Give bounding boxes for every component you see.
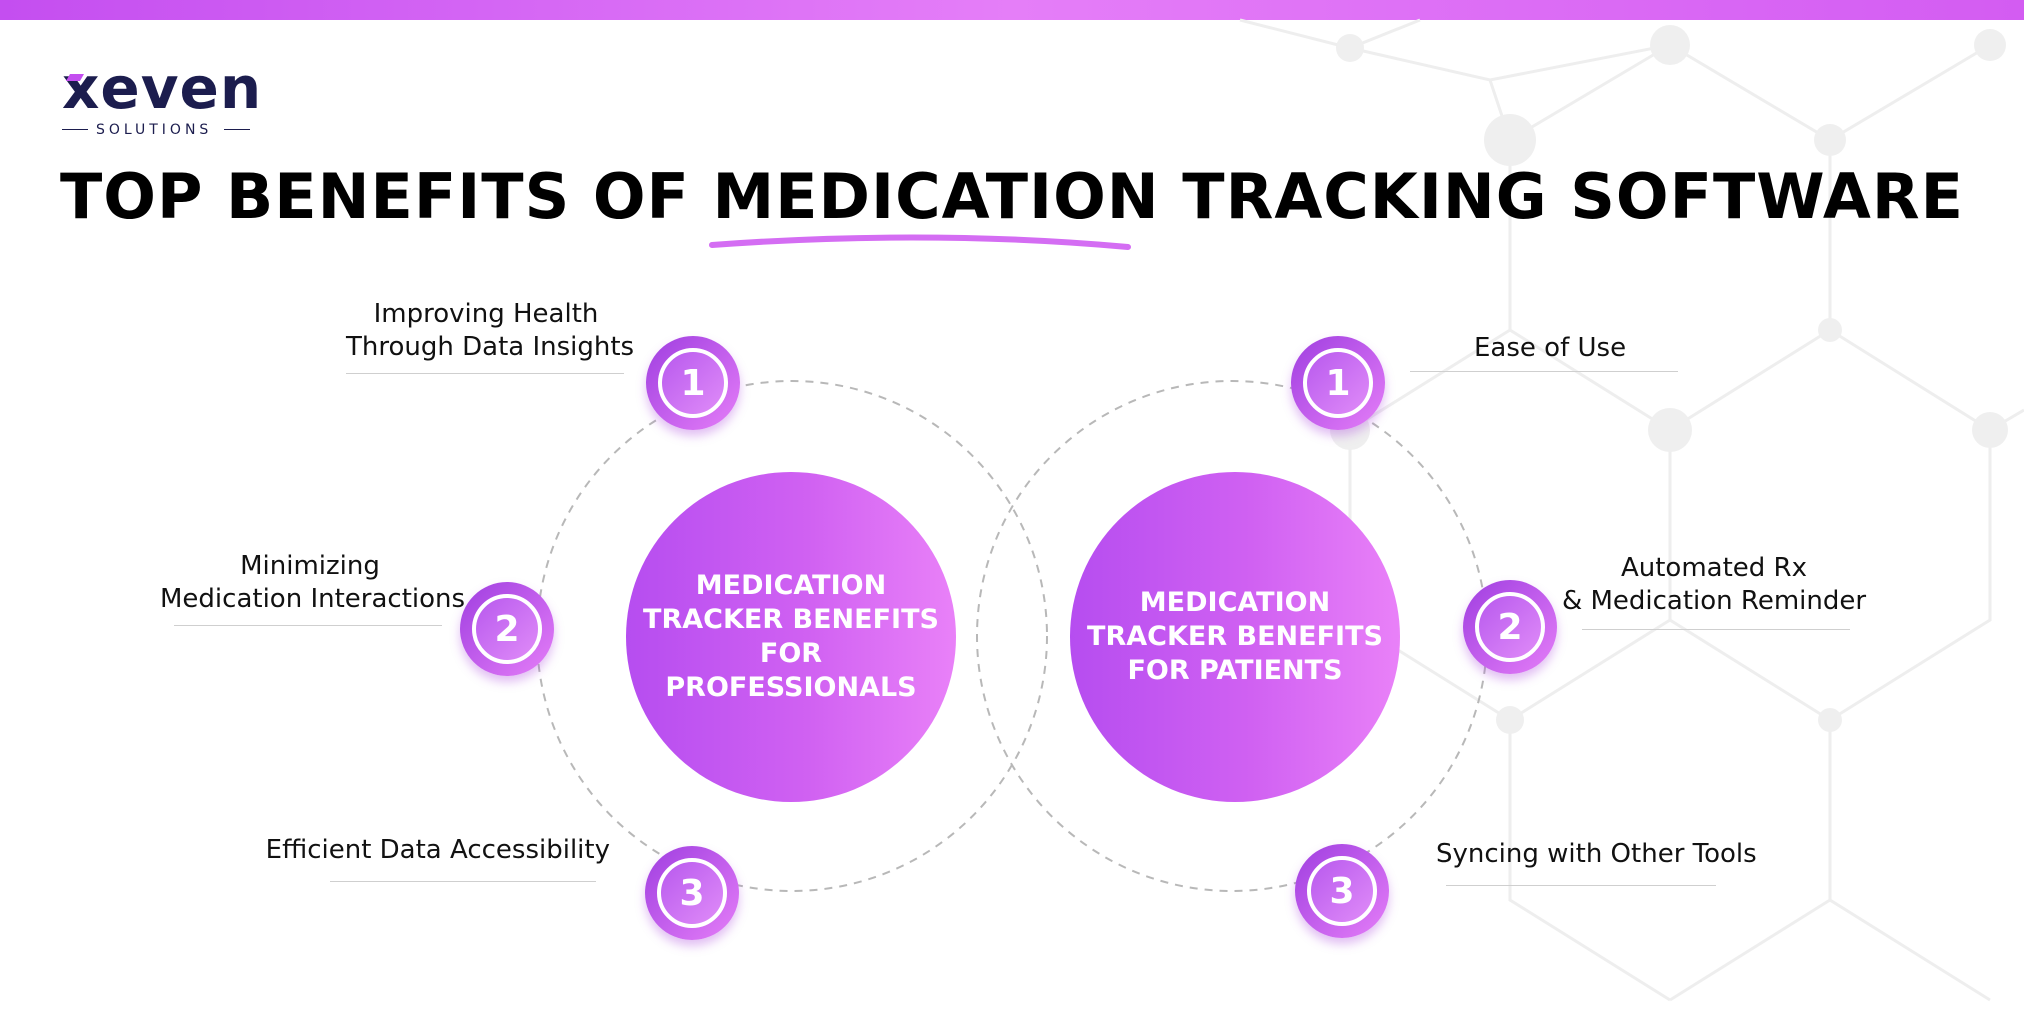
label-line: Improving Health: [373, 299, 599, 329]
logo-tagline-row: SOLUTIONS: [60, 122, 250, 138]
top-accent-bar: [0, 0, 2024, 20]
professionals-hub-line: FOR PROFESSIONALS: [665, 638, 917, 703]
page-title: TOP BENEFITS OF MEDICATION TRACKING SOFT…: [0, 160, 2024, 250]
title-underline-swoosh: [709, 234, 1132, 250]
patients-item-2-rule: [1582, 629, 1850, 630]
professionals-item-3-rule: [330, 881, 596, 882]
title-highlight-word: MEDICATION: [709, 160, 1160, 250]
professionals-item-2-rule: [174, 625, 442, 626]
logo-tagline: SOLUTIONS: [96, 122, 213, 138]
patients-hub-line: TRACKER BENEFITS: [1087, 621, 1383, 652]
logo-tagline-right-rule: [224, 129, 250, 130]
patients-item-3-label: Syncing with Other Tools: [1436, 838, 1776, 871]
label-line: & Medication Reminder: [1561, 586, 1867, 616]
patients-hub-line: FOR PATIENTS: [1127, 655, 1343, 686]
logo-wordmark: xeven: [62, 54, 263, 122]
patients-badge-3: 3: [1295, 844, 1389, 938]
patients-hub-line: MEDICATION: [1139, 587, 1331, 618]
title-suffix: TRACKING SOFTWARE: [1159, 160, 1964, 233]
badge-number: 3: [1307, 856, 1377, 926]
company-logo: xeven SOLUTIONS: [60, 54, 261, 140]
professionals-hub-line: MEDICATION: [695, 570, 887, 601]
label-line: Syncing with Other Tools: [1436, 839, 1757, 869]
professionals-item-1-label: Improving Health Through Data Insights: [346, 298, 635, 364]
professionals-hub-text: MEDICATION TRACKER BENEFITS FOR PROFESSI…: [641, 569, 941, 705]
label-line: Medication Interactions: [160, 584, 466, 614]
professionals-badge-3: 3: [645, 846, 739, 940]
patients-item-1-label: Ease of Use: [1474, 332, 1734, 365]
logo-tagline-left-rule: [62, 129, 88, 130]
professionals-badge-1: 1: [646, 336, 740, 430]
badge-number: 1: [1303, 348, 1373, 418]
patients-hub: MEDICATION TRACKER BENEFITS FOR PATIENTS: [1070, 472, 1400, 802]
badge-number: 2: [1475, 592, 1545, 662]
title-prefix: TOP BENEFITS OF: [60, 160, 713, 233]
professionals-item-2-label: Minimizing Medication Interactions: [160, 550, 466, 616]
professionals-item-1-rule: [346, 373, 624, 374]
label-line: Automated Rx: [1620, 553, 1808, 583]
label-line: Minimizing: [240, 551, 380, 581]
badge-number: 2: [472, 594, 542, 664]
professionals-hub-line: TRACKER BENEFITS: [643, 604, 939, 635]
professionals-hub: MEDICATION TRACKER BENEFITS FOR PROFESSI…: [626, 472, 956, 802]
patients-item-2-label: Automated Rx & Medication Reminder: [1550, 552, 1878, 618]
badge-number: 3: [657, 858, 727, 928]
patients-item-3-rule: [1446, 885, 1716, 886]
label-line: Efficient Data Accessibility: [265, 835, 610, 865]
patients-hub-text: MEDICATION TRACKER BENEFITS FOR PATIENTS: [1085, 586, 1385, 688]
patients-badge-2: 2: [1463, 580, 1557, 674]
patients-badge-1: 1: [1291, 336, 1385, 430]
title-highlight-text: MEDICATION: [712, 160, 1160, 233]
badge-number: 1: [658, 348, 728, 418]
professionals-badge-2: 2: [460, 582, 554, 676]
patients-item-1-rule: [1410, 371, 1678, 372]
label-line: Through Data Insights: [346, 332, 635, 362]
professionals-item-3-label: Efficient Data Accessibility: [240, 834, 610, 867]
label-line: Ease of Use: [1474, 333, 1627, 363]
